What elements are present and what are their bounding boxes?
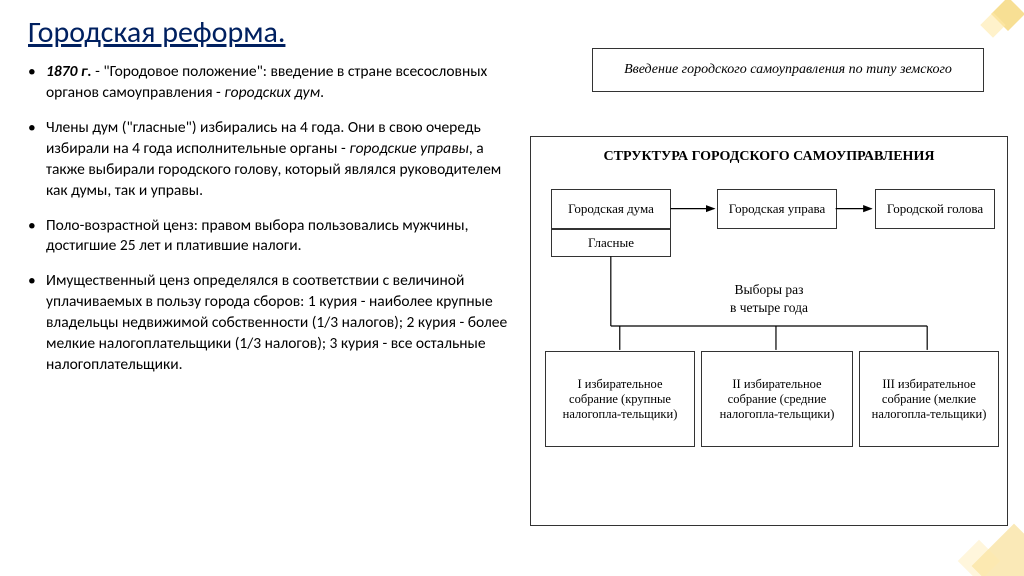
node-label: II избирательное собрание (средние налог…	[708, 377, 846, 422]
bullet-tail: .	[320, 83, 324, 102]
slide-title: Городская реформа.	[28, 14, 285, 51]
node-duma: Городская дума	[551, 189, 671, 229]
intro-box-text: Введение городского самоуправления по ти…	[624, 62, 952, 78]
node-assembly-1: I избирательное собрание (крупные налого…	[545, 351, 695, 447]
bullet-text: Имущественный ценз определялся в соответ…	[46, 271, 507, 374]
bullet-list: 1870 г. - "Городовое положение": введени…	[28, 62, 508, 390]
bullet-item: 1870 г. - "Городовое положение": введени…	[28, 62, 508, 104]
bullet-item: Члены дум ("гласные") избирались на 4 го…	[28, 118, 508, 202]
elections-label: Выборы раз в четыре года	[531, 281, 1007, 316]
elections-text-line2: в четыре года	[730, 300, 808, 315]
diagram-title: СТРУКТУРА ГОРОДСКОГО САМОУПРАВЛЕНИЯ	[531, 149, 1007, 165]
node-label: Городская управа	[729, 201, 825, 217]
node-uprava: Городская управа	[717, 189, 837, 229]
node-assembly-3: III избирательное собрание (мелкие налог…	[859, 351, 999, 447]
node-assembly-2: II избирательное собрание (средние налог…	[701, 351, 853, 447]
corner-decoration-top	[980, 2, 1020, 42]
node-label: III избирательное собрание (мелкие налог…	[866, 377, 992, 422]
node-golova: Городской голова	[875, 189, 995, 229]
bullet-item: Имущественный ценз определялся в соответ…	[28, 271, 508, 376]
node-label: I избирательное собрание (крупные налого…	[552, 377, 688, 422]
structure-diagram: СТРУКТУРА ГОРОДСКОГО САМОУПРАВЛЕНИЯ Горо…	[530, 136, 1008, 526]
node-label: Городская дума	[568, 201, 654, 217]
intro-box: Введение городского самоуправления по ти…	[592, 48, 984, 92]
slide: Городская реформа. 1870 г. - "Городовое …	[0, 0, 1024, 576]
node-label: Гласные	[588, 235, 634, 251]
bullet-em: городские управы	[349, 139, 469, 158]
bullet-prefix: 1870 г.	[46, 62, 92, 81]
elections-text-line1: Выборы раз	[735, 282, 804, 297]
bullet-em: городских дум	[224, 83, 320, 102]
bullet-text: Поло-возрастной ценз: правом выбора поль…	[46, 216, 468, 256]
bullet-item: Поло-возрастной ценз: правом выбора поль…	[28, 216, 508, 258]
node-glasnye: Гласные	[551, 229, 671, 257]
node-label: Городской голова	[887, 201, 983, 217]
